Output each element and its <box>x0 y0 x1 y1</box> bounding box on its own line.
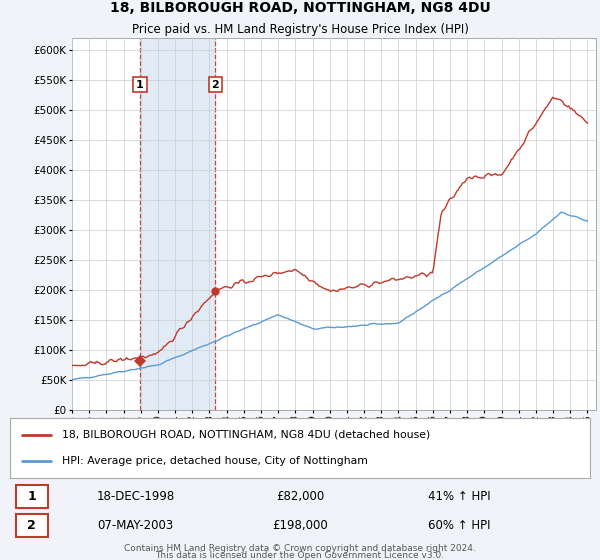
Bar <box>16 515 48 536</box>
Text: £198,000: £198,000 <box>272 519 328 532</box>
Text: 18-DEC-1998: 18-DEC-1998 <box>97 490 175 503</box>
Text: 2: 2 <box>28 519 36 532</box>
Text: 41% ↑ HPI: 41% ↑ HPI <box>428 490 490 503</box>
Text: 18, BILBOROUGH ROAD, NOTTINGHAM, NG8 4DU: 18, BILBOROUGH ROAD, NOTTINGHAM, NG8 4DU <box>110 1 490 15</box>
Text: 1: 1 <box>136 80 144 90</box>
Text: £82,000: £82,000 <box>276 490 324 503</box>
Text: 1: 1 <box>28 490 36 503</box>
Text: 2: 2 <box>212 80 220 90</box>
Text: Contains HM Land Registry data © Crown copyright and database right 2024.: Contains HM Land Registry data © Crown c… <box>124 544 476 553</box>
Text: This data is licensed under the Open Government Licence v3.0.: This data is licensed under the Open Gov… <box>155 551 445 560</box>
Text: 18, BILBOROUGH ROAD, NOTTINGHAM, NG8 4DU (detached house): 18, BILBOROUGH ROAD, NOTTINGHAM, NG8 4DU… <box>62 430 430 440</box>
Bar <box>140 38 215 410</box>
Text: 07-MAY-2003: 07-MAY-2003 <box>97 519 173 532</box>
Text: Price paid vs. HM Land Registry's House Price Index (HPI): Price paid vs. HM Land Registry's House … <box>131 23 469 36</box>
Text: HPI: Average price, detached house, City of Nottingham: HPI: Average price, detached house, City… <box>62 456 368 466</box>
Bar <box>16 486 48 507</box>
Text: 60% ↑ HPI: 60% ↑ HPI <box>428 519 490 532</box>
